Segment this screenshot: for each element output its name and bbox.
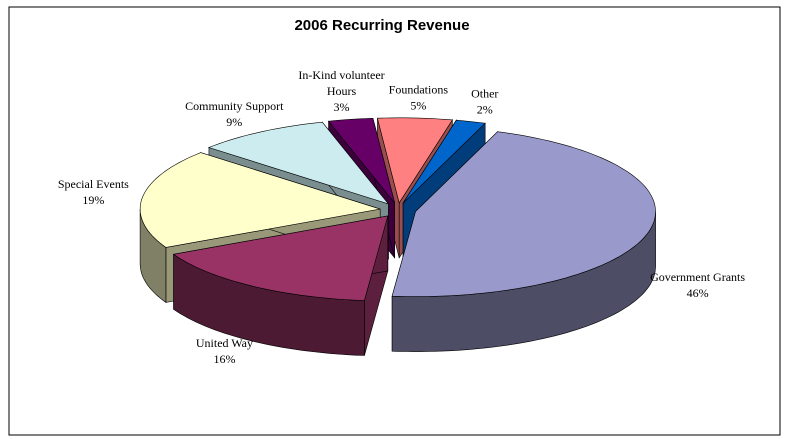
data-label-value: 2%: [477, 103, 493, 117]
data-label-value: 19%: [82, 193, 104, 207]
data-label-name: United Way: [196, 336, 253, 350]
data-label-name: Special Events: [58, 177, 129, 191]
data-label-name: Community Support: [185, 99, 284, 113]
data-label-name: Government Grants: [650, 270, 745, 284]
data-label-value: 3%: [333, 100, 349, 114]
slice-top: [139, 152, 381, 248]
slice: [391, 131, 656, 352]
data-label-name: In-Kind volunteer Hours: [298, 68, 384, 98]
data-label-value: 5%: [410, 98, 426, 112]
data-label-value: 46%: [687, 286, 709, 300]
slice-top: [207, 121, 390, 205]
data-label-value: 9%: [226, 115, 242, 129]
slice-top: [377, 117, 453, 204]
slice-top: [391, 131, 656, 297]
slice-top: [402, 119, 486, 204]
data-label-value: 16%: [213, 352, 235, 366]
slice: [172, 215, 389, 356]
data-label-name: Other: [471, 87, 498, 101]
chart-title: 2006 Recurring Revenue: [294, 17, 469, 34]
slice-top: [172, 215, 389, 301]
slice-top: [327, 117, 395, 204]
data-label-name: Foundations: [389, 82, 449, 96]
